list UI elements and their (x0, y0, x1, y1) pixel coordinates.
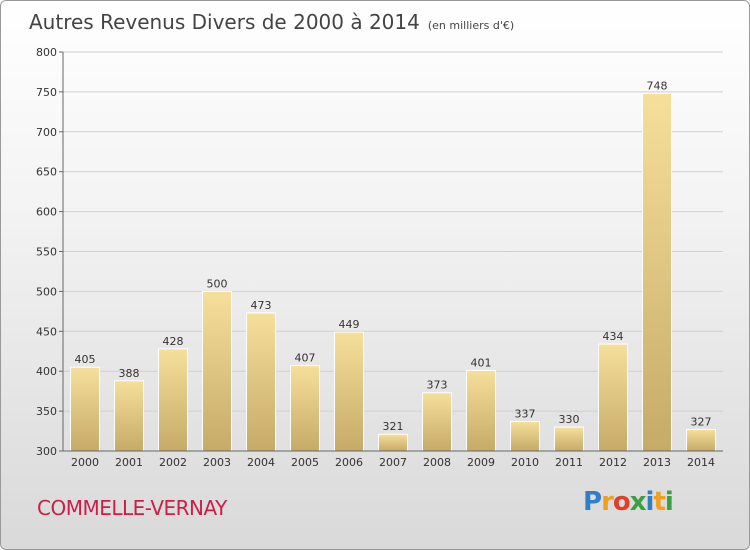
bar-2006 (334, 331, 364, 452)
bar-value-label: 321 (383, 420, 404, 433)
logo-letter: o (612, 487, 631, 517)
x-tick-label: 2004 (247, 456, 275, 469)
bar-2002 (158, 348, 188, 452)
bar-2003 (202, 290, 232, 452)
x-tick-label: 2009 (467, 456, 495, 469)
y-tick-label: 600 (36, 206, 57, 219)
bar-2007 (378, 433, 408, 452)
bar-value-label: 428 (163, 335, 184, 348)
logo-letter: i (645, 487, 655, 517)
bar-value-label: 330 (559, 413, 580, 426)
bar-2001 (114, 380, 144, 452)
y-tick-label: 800 (36, 46, 57, 59)
bar-value-label: 407 (295, 352, 316, 365)
bar-2011 (554, 426, 584, 452)
logo-letter: P (583, 487, 602, 517)
y-tick-label: 550 (36, 246, 57, 259)
bar-2013 (642, 92, 672, 452)
y-tick-label: 500 (36, 285, 57, 298)
bar-value-label: 337 (515, 407, 536, 420)
bar-value-label: 405 (75, 353, 96, 366)
bar-2005 (290, 365, 320, 452)
chart-title-text: Autres Revenus Divers de 2000 à 2014 (29, 10, 420, 34)
y-tick-label: 450 (36, 325, 57, 338)
y-tick-label: 700 (36, 126, 57, 139)
bar-2010 (510, 420, 540, 452)
x-tick-label: 2001 (115, 456, 143, 469)
logo-letter: t (653, 487, 665, 517)
bar-value-label: 388 (119, 367, 140, 380)
x-tick-label: 2007 (379, 456, 407, 469)
x-tick-label: 2008 (423, 456, 451, 469)
bar-value-label: 327 (691, 415, 712, 428)
y-tick-label: 400 (36, 365, 57, 378)
y-tick-label: 650 (36, 166, 57, 179)
x-tick-label: 2011 (555, 456, 583, 469)
bar-2008 (422, 392, 452, 452)
y-tick-label: 300 (36, 445, 57, 458)
x-tick-label: 2000 (71, 456, 99, 469)
bar-2004 (246, 312, 276, 452)
bar-2012 (598, 343, 628, 452)
x-tick-label: 2003 (203, 456, 231, 469)
bar-value-label: 401 (471, 356, 492, 369)
chart-subtitle: (en milliers d'€) (427, 19, 515, 32)
bar-value-label: 500 (207, 277, 228, 290)
logo-letter: i (664, 487, 674, 517)
x-tick-label: 2002 (159, 456, 187, 469)
x-tick-label: 2013 (643, 456, 671, 469)
chart-title: Autres Revenus Divers de 2000 à 2014 (en … (29, 10, 514, 34)
bar-2014 (686, 428, 716, 452)
bar-2000 (70, 366, 100, 452)
logo-letter: x (629, 487, 647, 517)
bar-2009 (466, 369, 496, 452)
axes: 300 350 400 450 500 550 600 650 700 750 800 2000 200… (36, 46, 723, 469)
y-tick-label: 350 (36, 405, 57, 418)
bars: 405 388 428 500 473 407 449 321 373 401 337 330 434 7… (70, 79, 716, 452)
bar-value-label: 748 (647, 79, 668, 92)
x-tick-label: 2006 (335, 456, 363, 469)
bar-value-label: 434 (603, 330, 624, 343)
bar-value-label: 473 (251, 299, 272, 312)
y-tick-label: 750 (36, 86, 57, 99)
x-tick-label: 2014 (687, 456, 715, 469)
x-tick-label: 2010 (511, 456, 539, 469)
x-tick-label: 2005 (291, 456, 319, 469)
commune-name: COMMELLE-VERNAY (37, 496, 227, 520)
bar-value-label: 449 (339, 318, 360, 331)
bar-value-label: 373 (427, 379, 448, 392)
x-tick-label: 2012 (599, 456, 627, 469)
proxiti-logo: Proxiti (583, 487, 674, 517)
logo-letter: r (601, 487, 614, 517)
